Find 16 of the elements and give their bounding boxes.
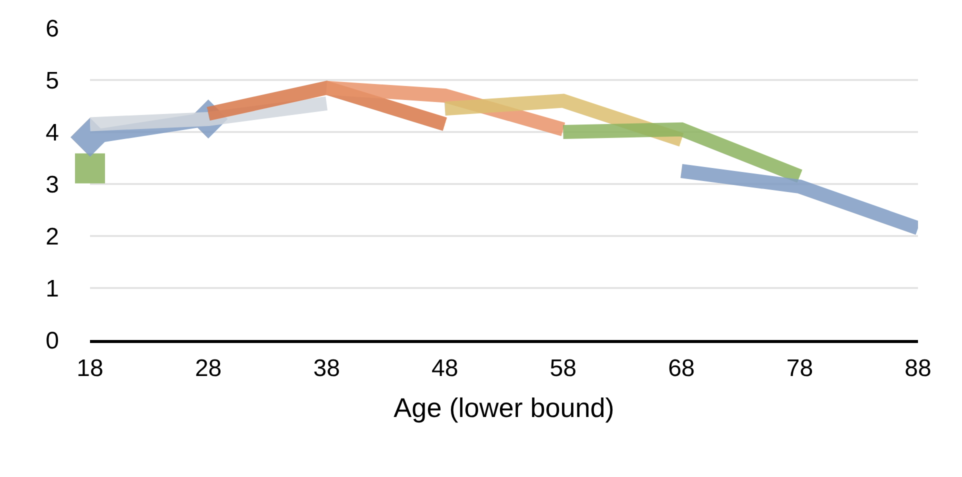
y-tick-label: 2 [46, 223, 59, 250]
y-tick-label: 3 [46, 171, 59, 198]
y-tick-label: 6 [46, 15, 59, 42]
x-tick-label: 38 [313, 354, 340, 382]
y-tick-label: 5 [46, 67, 59, 94]
x-axis-title: Age (lower bound) [394, 393, 614, 424]
x-tick-label: 78 [786, 354, 814, 382]
y-tick-label: 0 [46, 327, 59, 354]
x-tick-label: 48 [432, 354, 458, 382]
x-tick-label: 88 [904, 354, 932, 382]
y-tick-label: 4 [46, 119, 59, 146]
y-tick-label: 1 [46, 275, 59, 302]
x-tick-label: 28 [194, 354, 222, 382]
x-tick-label: 68 [668, 354, 695, 382]
x-tick-label: 58 [550, 354, 576, 382]
x-tick-label: 18 [76, 354, 104, 382]
